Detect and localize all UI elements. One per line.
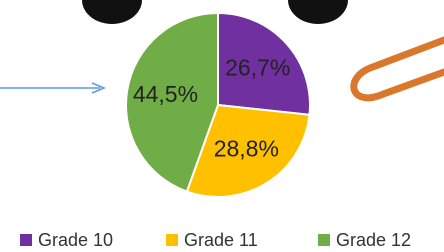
- legend-label: Grade 11: [184, 230, 258, 250]
- data-label: 28,8%: [214, 135, 279, 161]
- decor-clip: [354, 40, 444, 98]
- data-label: 26,7%: [225, 54, 290, 80]
- legend: Grade 10 Grade 11 Grade 12: [20, 230, 411, 250]
- legend-swatch: [20, 234, 32, 246]
- decor-eye: [82, 0, 142, 24]
- legend-swatch: [166, 234, 178, 246]
- legend-label: Grade 10: [38, 230, 113, 250]
- chart: 26,7% 28,8% 44,5% Grade 10 Grade 11 Grade 12: [0, 0, 444, 252]
- decor-eye: [288, 0, 348, 24]
- legend-swatch: [318, 234, 330, 246]
- legend-label: Grade 12: [336, 230, 411, 250]
- data-label: 44,5%: [133, 81, 198, 107]
- pie: 26,7% 28,8% 44,5%: [126, 13, 310, 197]
